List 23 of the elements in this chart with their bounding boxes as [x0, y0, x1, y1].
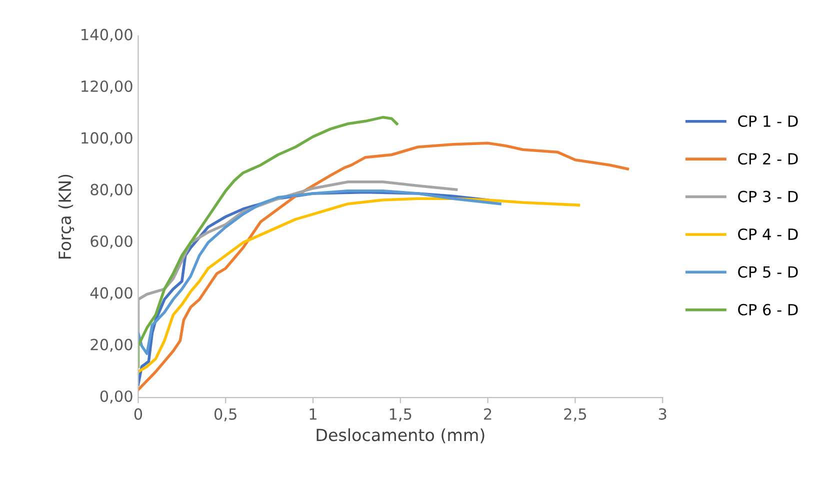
- x-tick-label: 0: [134, 408, 142, 420]
- legend-label: CP 3 - D: [738, 190, 798, 202]
- legend-label: CP 5 - D: [738, 266, 798, 278]
- legend-label: CP 1 - D: [738, 115, 798, 127]
- x-tick-label: 3: [658, 408, 666, 420]
- x-tick-label: 1: [310, 408, 316, 420]
- legend-label: CP 6 - D: [738, 304, 798, 316]
- x-tick-label: 1,5: [390, 408, 412, 422]
- x-tick-label: 2: [484, 408, 492, 420]
- y-tick-label: 100,00: [82, 132, 132, 146]
- y-tick-label: 140,00: [82, 28, 132, 42]
- legend-label: CP 4 - D: [738, 228, 798, 240]
- legend-label: CP 2 - D: [738, 153, 798, 165]
- y-tick-label: 60,00: [90, 235, 132, 249]
- x-axis-title: Deslocamento (mm): [316, 428, 484, 444]
- y-tick-label: 120,00: [82, 80, 132, 94]
- y-axis-title: Força (KN): [58, 174, 74, 258]
- y-tick-label: 40,00: [90, 287, 132, 300]
- y-tick-label: 0,00: [100, 390, 132, 404]
- y-tick-label: 80,00: [90, 184, 132, 197]
- y-tick-label: 20,00: [90, 338, 132, 352]
- x-tick-label: 2,5: [564, 408, 586, 422]
- x-tick-label: 0,5: [214, 408, 236, 422]
